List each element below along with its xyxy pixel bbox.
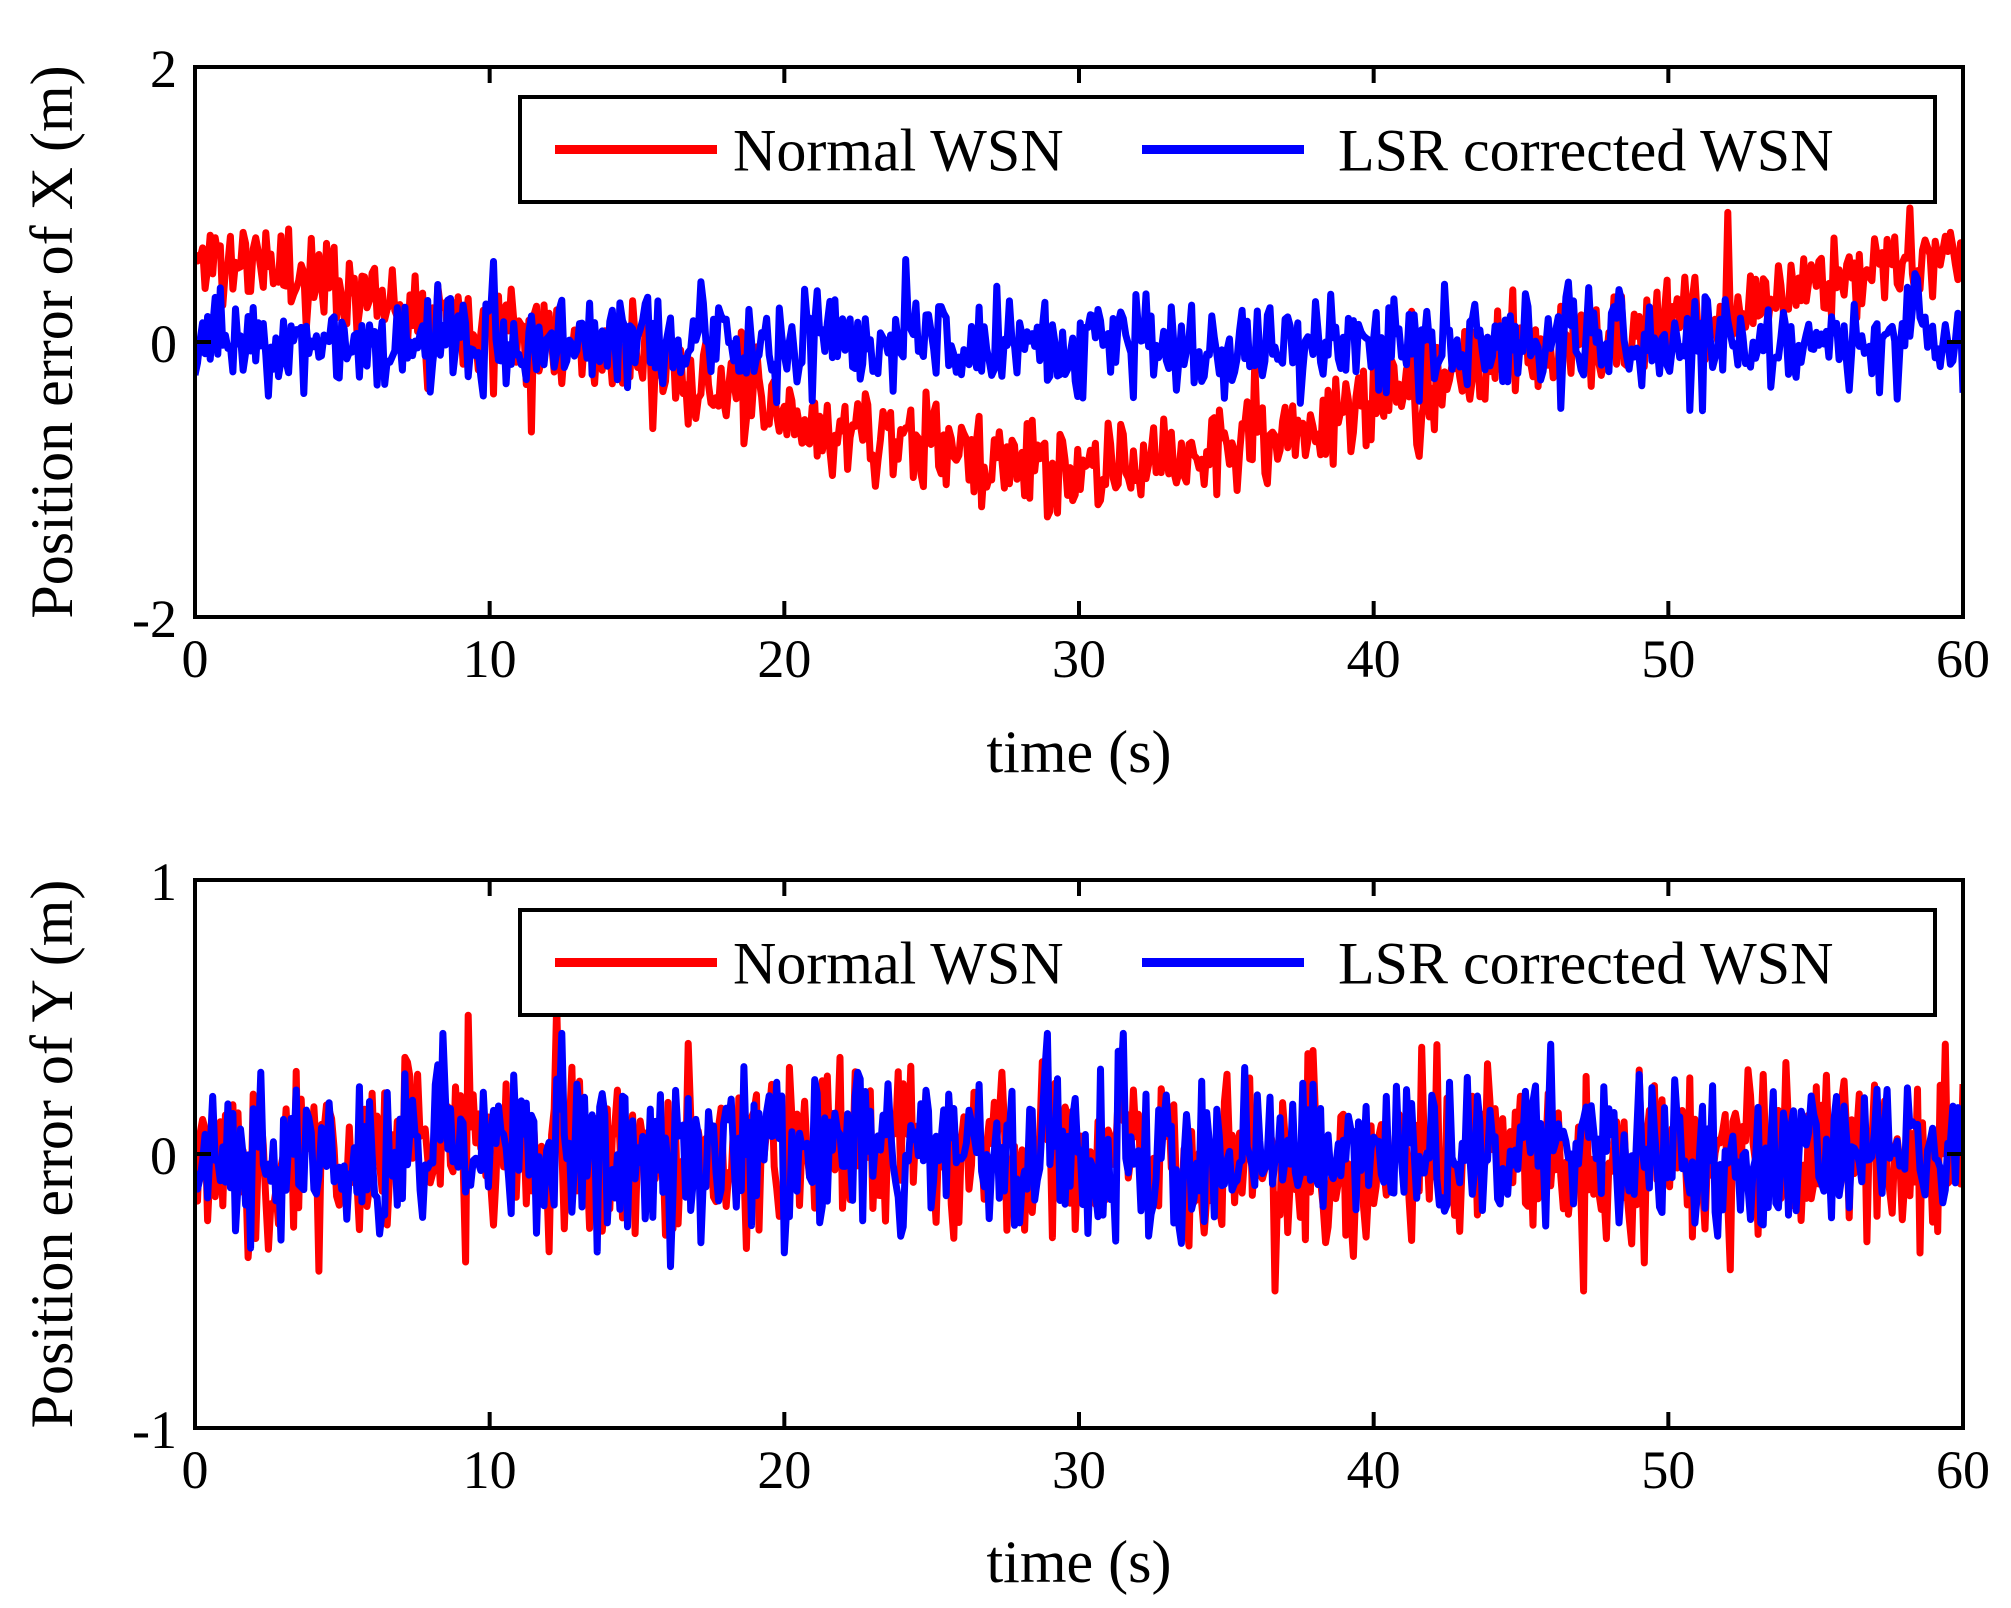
y-tick-label: 0 [150, 1126, 177, 1186]
x-tick-label: 50 [1641, 629, 1695, 689]
y-tick-label: -1 [132, 1400, 177, 1460]
x-tick-label: 0 [182, 629, 209, 689]
series-group [195, 204, 1963, 521]
x-axis-label: time (s) [987, 1529, 1172, 1595]
x-tick-label: 40 [1347, 1440, 1401, 1500]
series-line-lsr-corrected-wsn [195, 256, 1963, 415]
y-axis-label: Position error of X (m) [19, 65, 85, 618]
x-tick-label: 40 [1347, 629, 1401, 689]
series-line-lsr-corrected-wsn [195, 1029, 1963, 1271]
legend-label-lsr-corrected-wsn: LSR corrected WSN [1338, 931, 1833, 997]
y-tick-label: 1 [150, 852, 177, 912]
x-tick-label: 30 [1052, 1440, 1106, 1500]
legend-label-normal-wsn: Normal WSN [733, 931, 1064, 997]
legend: Normal WSN LSR corrected WSN [518, 908, 1937, 1017]
legend: Normal WSN LSR corrected WSN [518, 95, 1937, 204]
y-tick-label: -2 [132, 589, 177, 649]
x-tick-label: 0 [182, 1440, 209, 1500]
x-tick-label: 50 [1641, 1440, 1695, 1500]
y-tick-label: 0 [150, 314, 177, 374]
legend-label-lsr-corrected-wsn: LSR corrected WSN [1338, 118, 1833, 184]
x-tick-label: 20 [757, 1440, 811, 1500]
x-tick-label: 30 [1052, 629, 1106, 689]
x-tick-label: 10 [463, 629, 517, 689]
series-line-normal-wsn [195, 204, 1963, 521]
x-tick-label: 60 [1936, 629, 1990, 689]
x-tick-label: 60 [1936, 1440, 1990, 1500]
x-tick-label: 20 [757, 629, 811, 689]
y-axis-label: Position error of Y (m) [19, 880, 85, 1429]
y-tick-label: 2 [150, 39, 177, 99]
x-tick-label: 10 [463, 1440, 517, 1500]
series-group [195, 1000, 1963, 1295]
x-axis-label: time (s) [987, 719, 1172, 785]
legend-label-normal-wsn: Normal WSN [733, 118, 1064, 184]
